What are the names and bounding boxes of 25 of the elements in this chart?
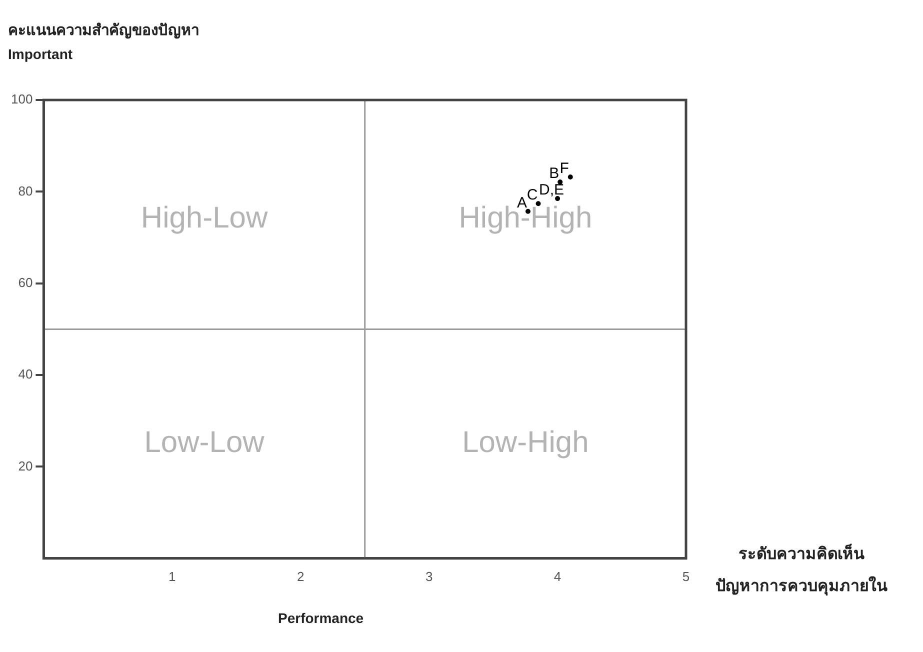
- annotation: High-Low: [140, 201, 268, 234]
- data-label: C: [526, 186, 538, 204]
- x-tick-label: 5: [682, 568, 690, 584]
- data-label: F: [560, 160, 569, 178]
- x-tick-label: 4: [554, 568, 562, 584]
- y-tick-label: 100: [10, 92, 33, 107]
- data-label: D,E: [539, 182, 564, 199]
- data-label: A: [516, 194, 527, 212]
- point: [568, 174, 573, 180]
- y-tick-label: 80: [18, 183, 33, 198]
- annotation: Low-High: [462, 426, 589, 460]
- y-tick-label: 60: [18, 274, 33, 290]
- y-axis-title: Important: [8, 46, 73, 62]
- annotation: Low-Low: [144, 426, 265, 460]
- y-tick-label: 20: [18, 458, 33, 474]
- x-tick-label: 2: [296, 568, 304, 584]
- point: [555, 196, 560, 202]
- x-tick-label: 1: [168, 568, 176, 584]
- text: ระดับความคิดเห็น: [738, 542, 866, 565]
- data-label: B: [549, 165, 560, 182]
- chart-title: คะแนนความสำคัญของปัญหา: [8, 21, 199, 41]
- y-tick-label: 40: [18, 366, 33, 382]
- x-tick-label: 3: [425, 568, 433, 584]
- text: ปัญหาการควบคุมภายใน: [714, 575, 888, 598]
- x-axis-title: Performance: [278, 610, 364, 626]
